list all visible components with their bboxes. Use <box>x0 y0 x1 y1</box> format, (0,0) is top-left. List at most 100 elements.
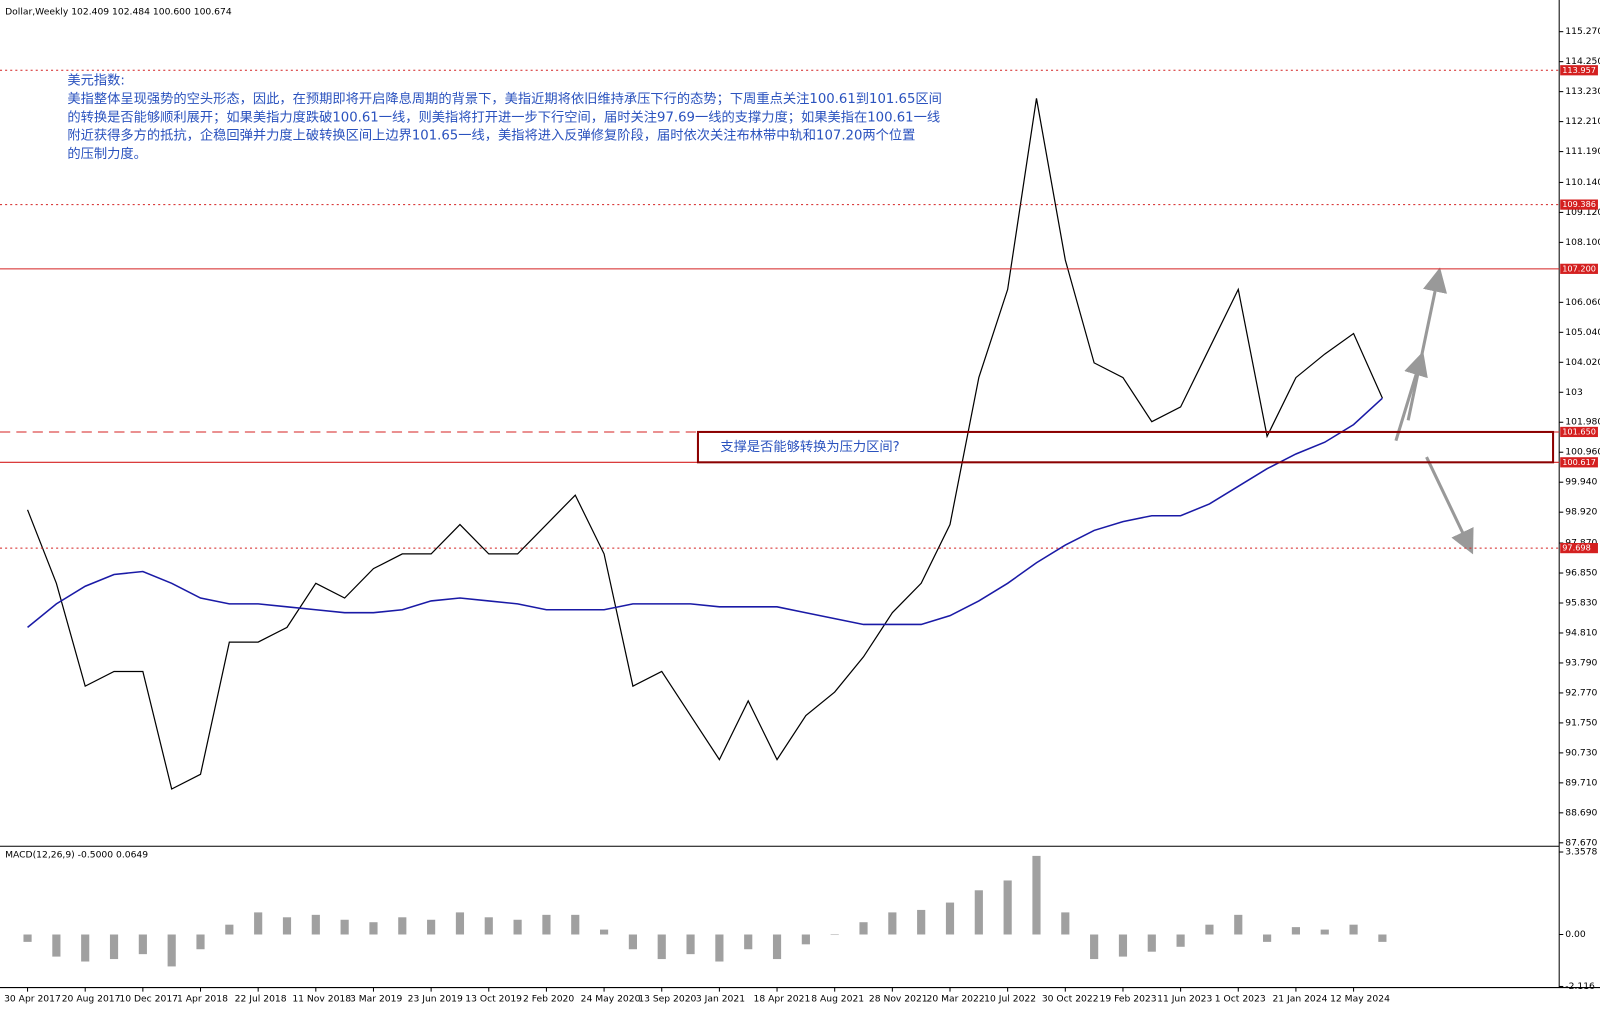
macd-bar <box>1090 934 1099 960</box>
macd-bar <box>1061 912 1070 935</box>
x-tick-label: 13 Sep 2020 <box>638 993 696 1004</box>
arrow-up <box>1406 267 1448 421</box>
y-tick-label: 90.730 <box>1565 747 1597 758</box>
x-tick-label: 2 Feb 2020 <box>523 993 574 1004</box>
support-box <box>696 430 1555 464</box>
macd-bar <box>1263 934 1272 942</box>
annotation: 的转换是否能够顺利展开；如果美指力度跌破100.61一线，则美指将打开进一步下行… <box>67 109 940 125</box>
macd-bar <box>801 934 810 945</box>
y-tick-label: 105.040 <box>1565 327 1600 338</box>
level-tag <box>1560 457 1598 468</box>
y-tick-label: 103 <box>1565 387 1583 398</box>
macd-bar <box>1032 855 1041 935</box>
x-tick-label: 1 Oct 2023 <box>1215 993 1266 1004</box>
macd-bar <box>455 912 465 935</box>
lvl-label: 97.698 <box>1562 543 1591 553</box>
y-tick-label: 3.3578 <box>1565 847 1597 858</box>
x-tick-label: 20 Aug 2017 <box>62 993 121 1004</box>
lvl-label: 109.386 <box>1562 199 1596 209</box>
x-tick-label: 23 Jun 2019 <box>408 993 463 1004</box>
x-tick-label: 10 Jul 2022 <box>984 993 1036 1004</box>
y-tick-label: 110.140 <box>1565 177 1600 188</box>
macd-bar <box>52 934 61 957</box>
x-tick-label: 11 Jun 2023 <box>1157 993 1212 1004</box>
x-tick-label: 18 Apr 2021 <box>754 993 811 1004</box>
y-tick-label: 113.230 <box>1565 86 1600 97</box>
macd-bar <box>1003 880 1012 935</box>
macd-bar <box>369 922 378 935</box>
y-tick-label: 104.020 <box>1565 357 1600 368</box>
y-tick-label: 96.850 <box>1565 568 1597 579</box>
macd-bar <box>513 919 522 935</box>
macd-bar <box>282 917 292 935</box>
macd-bar <box>196 934 205 950</box>
macd-bar <box>138 934 147 955</box>
x-tick-label: 24 May 2020 <box>581 993 641 1004</box>
macd-bar <box>427 919 436 935</box>
y-tick-label: 87.670 <box>1565 837 1597 848</box>
x-tick-label: 28 Nov 2021 <box>869 993 928 1004</box>
y-tick-label: 114.250 <box>1565 56 1600 67</box>
y-tick-label: 108.100 <box>1565 237 1600 248</box>
x-tick-label: 22 Jul 2018 <box>235 993 287 1004</box>
x-tick-label: 13 Oct 2019 <box>465 993 522 1004</box>
macd-bar <box>1147 934 1156 952</box>
macd-bar <box>571 914 580 935</box>
price-line <box>26 98 1383 790</box>
arrow-down <box>1425 456 1474 555</box>
x-tick-label: 30 Oct 2022 <box>1042 993 1099 1004</box>
x-tick-label: 11 Nov 2018 <box>292 993 351 1004</box>
y-tick-label: 0.00 <box>1565 929 1586 940</box>
y-tick-label: 95.830 <box>1565 597 1597 608</box>
macd-bar <box>917 909 926 935</box>
y-tick-label: 115.270 <box>1565 26 1600 37</box>
y-tick-label: 112.210 <box>1565 116 1600 127</box>
macd-header: MACD(12,26,9) -0.5000 0.0649 <box>5 849 148 860</box>
macd-bar <box>311 914 320 935</box>
macd-bar <box>81 934 90 962</box>
macd-bar <box>628 934 637 950</box>
y-tick-label: -2.116 <box>1565 981 1595 992</box>
x-tick-label: 19 Feb 2023 <box>1099 993 1156 1004</box>
macd-bar <box>859 922 868 935</box>
arrow-up <box>1394 351 1428 442</box>
y-tick-label: 111.190 <box>1565 146 1600 157</box>
y-tick-label: 106.060 <box>1565 297 1600 308</box>
macd-bar <box>1205 924 1214 935</box>
lvl-label: 100.617 <box>1562 457 1596 467</box>
y-tick-label: 94.810 <box>1565 627 1597 638</box>
x-tick-label: 30 Apr 2017 <box>4 993 61 1004</box>
y-tick-label: 93.790 <box>1565 657 1597 668</box>
y-tick-label: 98.920 <box>1565 507 1597 518</box>
macd-bar <box>888 912 897 935</box>
y-tick-label: 100.960 <box>1565 447 1600 458</box>
x-tick-label: 8 Aug 2021 <box>811 993 864 1004</box>
macd-bar <box>974 890 983 935</box>
x-tick-label: 3 Mar 2019 <box>350 993 402 1004</box>
macd-bar <box>1176 934 1185 947</box>
macd-bar <box>600 929 609 935</box>
macd-bar <box>657 934 666 960</box>
macd-bar <box>715 934 724 962</box>
level-tag <box>1560 542 1598 554</box>
macd-bar <box>772 934 782 960</box>
annotation: 美元指数: <box>67 73 124 89</box>
y-tick-label: 92.770 <box>1565 687 1597 698</box>
lvl-label: 101.650 <box>1562 426 1596 436</box>
macd-bar <box>542 914 551 935</box>
annotation: 附近获得多方的抵抗，企稳回弹并力度上破转换区间上边界101.65一线，美指将进入… <box>67 127 915 144</box>
y-tick-label: 109.120 <box>1565 207 1600 218</box>
lvl-label: 113.957 <box>1562 65 1596 75</box>
x-tick-label: 1 Apr 2018 <box>177 993 228 1004</box>
annotation: 的压制力度。 <box>67 146 147 162</box>
y-tick-label: 91.750 <box>1565 717 1597 728</box>
x-tick-label: 10 Dec 2017 <box>119 993 178 1004</box>
macd-bar <box>945 902 955 935</box>
macd-bar <box>1378 934 1387 942</box>
lvl-label: 107.200 <box>1562 263 1596 273</box>
macd-bar <box>1320 929 1329 935</box>
x-tick-label: 3 Jan 2021 <box>696 993 745 1004</box>
level-tag <box>1560 199 1598 210</box>
